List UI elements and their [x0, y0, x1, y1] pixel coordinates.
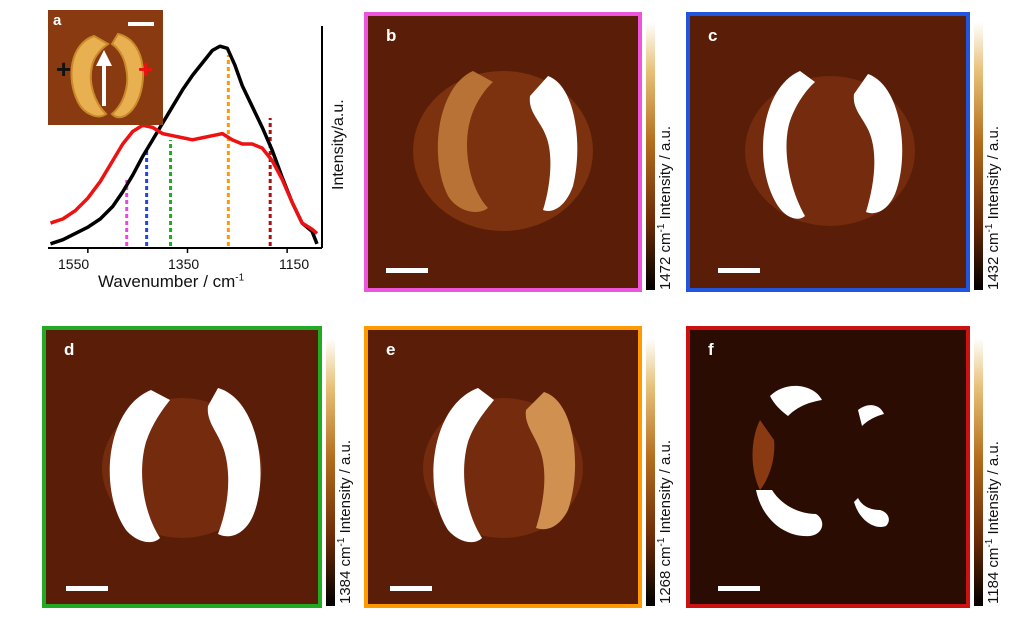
colorbar-label-d: 1384 cm-1 Intensity / a.u. [336, 439, 354, 604]
image-panel-f: f [686, 326, 970, 608]
scale-bar [66, 586, 108, 591]
afm-inset-image [48, 10, 163, 125]
panel-label-b: b [386, 26, 397, 45]
image-panel-d: d [42, 326, 322, 608]
afm-inset: a + + [48, 10, 163, 125]
colorbar-b [646, 22, 655, 290]
colorbar-label-b: 1472 cm-1 Intensity / a.u. [656, 125, 674, 290]
x-axis-label: Wavenumber / cm-1 [98, 272, 245, 291]
panel-label-a: a [53, 12, 62, 29]
scale-bar [386, 268, 428, 273]
raman-map-image [690, 330, 966, 604]
y-axis-label: Intensity/a.u. [330, 99, 347, 190]
raman-map-image [46, 330, 318, 604]
scale-bar [718, 586, 760, 591]
panel-label-c: c [708, 26, 718, 45]
image-panel-e: e [364, 326, 642, 608]
colorbar-label-e: 1268 cm-1 Intensity / a.u. [656, 439, 674, 604]
x-tick-label: 1150 [279, 256, 310, 272]
series-line-black [49, 44, 319, 246]
plus-left-marker: + [56, 54, 72, 84]
spectrum-panel: 1550 1350 1150 Wavenumber / cm-1 Intensi… [0, 0, 347, 300]
colorbar-f [974, 338, 983, 606]
colorbar-e [646, 338, 655, 606]
colorbar-d [326, 338, 335, 606]
x-tick-label: 1550 [58, 256, 90, 272]
colorbar-label-c: 1432 cm-1 Intensity / a.u. [984, 125, 1002, 290]
image-panel-c: c [686, 12, 970, 292]
panel-label-d: d [64, 340, 75, 359]
plus-right-marker: + [138, 54, 154, 84]
scale-bar [718, 268, 760, 273]
colorbar-label-f: 1184 cm-1 Intensity / a.u. [984, 441, 1002, 604]
raman-map-image [368, 16, 638, 288]
raman-map-image [690, 16, 966, 288]
panel-label-f: f [708, 340, 714, 359]
image-panel-b: b [364, 12, 642, 292]
series-line-red [49, 123, 319, 235]
scale-bar [390, 586, 432, 591]
colorbar-c [974, 22, 983, 290]
x-tick-label: 1350 [168, 256, 200, 272]
raman-map-image [368, 330, 638, 604]
panel-label-e: e [386, 340, 396, 359]
spectrum-chart [48, 26, 323, 253]
